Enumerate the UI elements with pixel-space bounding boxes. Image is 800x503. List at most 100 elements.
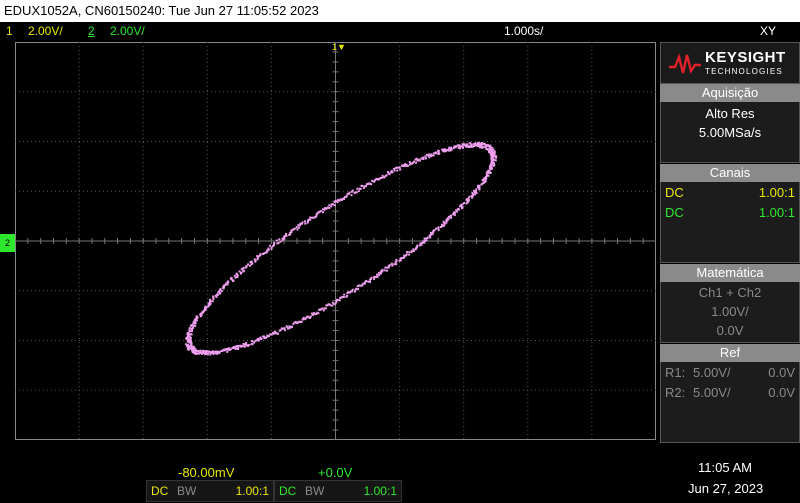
ref-panel[interactable]: R1: 5.00V/ 0.0V R2: 5.00V/ 0.0V	[660, 362, 800, 443]
math-panel[interactable]: Ch1 + Ch2 1.00V/ 0.0V	[660, 282, 800, 343]
trace-point	[430, 153, 433, 156]
trace-point	[207, 304, 210, 307]
trace-point	[194, 348, 197, 351]
trace-point	[487, 145, 490, 148]
trace-point	[471, 196, 474, 199]
trace-point	[333, 303, 336, 306]
ch2-ground-marker[interactable]: 2	[0, 234, 15, 252]
channels-header[interactable]: Canais	[660, 164, 800, 182]
trace-point	[483, 177, 485, 180]
ch1-info-box[interactable]: DC BW 1.00:1	[146, 480, 274, 502]
ch1-ground-marker[interactable]: 1▼	[332, 42, 346, 52]
trace-point	[308, 317, 311, 319]
trace-point	[354, 191, 357, 194]
trace-point	[274, 332, 277, 335]
trace-point	[367, 280, 370, 283]
trace-point	[204, 351, 207, 354]
trace-point	[406, 251, 408, 254]
trace-point	[320, 308, 323, 311]
trace-point	[242, 343, 245, 345]
brand-name: KEYSIGHT	[705, 49, 786, 66]
trace-point	[336, 201, 339, 204]
trace-point	[278, 329, 281, 332]
trace-point	[494, 159, 497, 162]
trace-point	[274, 330, 277, 333]
trace-point	[228, 348, 231, 351]
trace-point	[361, 185, 364, 187]
trace-point	[194, 324, 197, 327]
trace-point	[193, 351, 196, 354]
trace-point	[455, 210, 458, 213]
trace-point	[471, 145, 474, 148]
trace-point	[491, 153, 494, 156]
trace-point	[307, 220, 309, 223]
trace-point	[491, 146, 494, 149]
trace-point	[391, 171, 394, 174]
ref1-offset: 0.0V	[768, 365, 795, 380]
trace-point	[448, 147, 451, 150]
timebase[interactable]: 1.000s/	[504, 24, 544, 38]
trace-point	[432, 154, 435, 157]
trace-point	[369, 280, 371, 283]
trace-point	[305, 316, 308, 319]
trace-point	[265, 336, 267, 339]
trace-point	[355, 287, 358, 290]
trace-point	[195, 315, 198, 318]
trace-point	[430, 155, 433, 158]
trace-point	[459, 147, 461, 150]
trace-point	[226, 280, 229, 283]
trace-point	[399, 259, 402, 262]
trace-point	[226, 350, 229, 353]
trace-point	[292, 228, 295, 231]
trace-point	[217, 290, 220, 293]
trace-point	[410, 162, 413, 165]
channels-panel[interactable]: DC 1.00:1 DC 1.00:1	[660, 182, 800, 263]
trace-point	[447, 218, 450, 221]
trace-point	[219, 288, 222, 291]
trace-point	[205, 352, 208, 354]
ch1-offset[interactable]: -80.00mV	[178, 465, 235, 480]
trace-point	[297, 226, 300, 229]
ch2-number[interactable]: 2	[88, 24, 95, 38]
trace-point	[315, 312, 318, 315]
trace-point	[346, 292, 349, 294]
ch1-number[interactable]: 1	[6, 24, 13, 38]
trace-point	[440, 226, 442, 228]
trace-point	[266, 335, 269, 338]
trace-point	[357, 190, 360, 193]
trace-point	[345, 195, 348, 198]
trace-point	[245, 342, 248, 344]
trace-point	[233, 345, 236, 348]
trace-point	[220, 290, 223, 293]
display-mode[interactable]: XY	[760, 24, 777, 38]
trace-point	[300, 320, 303, 323]
ch2-info-box[interactable]: DC BW 1.00:1	[274, 480, 402, 502]
trace-point	[325, 304, 328, 307]
trace-point	[413, 249, 415, 252]
ref-header[interactable]: Ref	[660, 344, 800, 362]
trace-point	[467, 197, 470, 200]
ref1-label: R1:	[665, 365, 686, 380]
ch2-scale[interactable]: 2.00V/	[110, 24, 145, 38]
ch2-offset[interactable]: +0.0V	[318, 465, 353, 480]
acquisition-panel[interactable]: Alto Res 5.00MSa/s	[660, 102, 800, 163]
trace-point	[232, 346, 235, 349]
math-header[interactable]: Matemática	[660, 264, 800, 282]
trace-point	[425, 153, 428, 156]
trace-point	[312, 216, 315, 219]
trace-point	[209, 353, 212, 356]
trace-point	[188, 327, 191, 330]
trace-point	[381, 270, 384, 273]
trace-point	[196, 352, 199, 355]
trace-point	[263, 336, 266, 339]
ch1-scale[interactable]: 2.00V/	[28, 24, 63, 38]
trace-point	[472, 143, 475, 146]
trace-point	[466, 143, 469, 146]
trace-point	[482, 179, 485, 182]
trace-point	[449, 149, 452, 152]
trace-point	[477, 143, 480, 146]
trace-point	[188, 338, 191, 341]
trace-point	[414, 248, 417, 251]
trace-point	[467, 145, 469, 148]
acquisition-header[interactable]: Aquisição	[660, 84, 800, 102]
